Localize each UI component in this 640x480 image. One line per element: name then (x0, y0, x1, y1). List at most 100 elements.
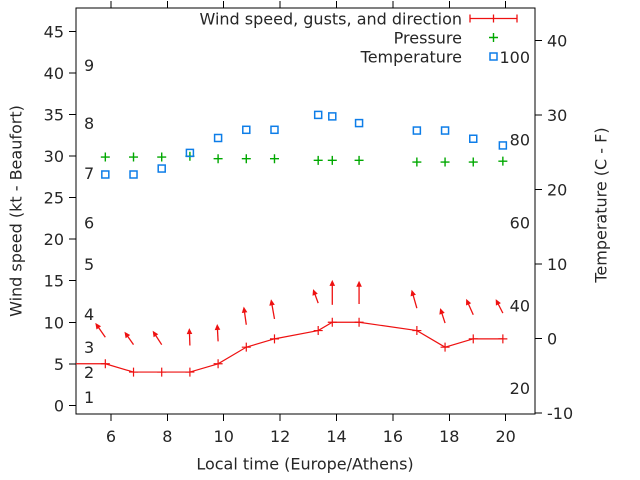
pressure-marker (269, 154, 279, 164)
beaufort-scale-label: 8 (84, 114, 94, 133)
beaufort-scale-label: 3 (84, 338, 94, 357)
wind-direction-arrow-head (410, 289, 416, 297)
beaufort-scale-label: 7 (84, 164, 94, 183)
temperature-marker (213, 133, 223, 143)
temp-axis-ticks (535, 39, 542, 414)
wind-tick-label: 0 (54, 396, 64, 415)
temperature-marker (498, 141, 508, 150)
beaufort-scale-label: 4 (84, 305, 94, 324)
pressure-marker (468, 157, 478, 167)
wind-speed-series (76, 317, 508, 377)
wind-direction-arrow-head (214, 323, 221, 331)
wind-tick-label: 5 (54, 355, 64, 374)
pressure-marker (241, 154, 251, 164)
pressure-marker (498, 156, 508, 166)
wind-speed-line (76, 321, 503, 373)
wind-speed-marker (241, 342, 251, 352)
wind-direction-arrow-head (241, 306, 248, 313)
beaufort-scale-label: 5 (84, 255, 94, 274)
pressure-marker (313, 155, 323, 165)
wind-speed-marker (313, 326, 323, 336)
legend-label-wind: Wind speed, gusts, and direction (199, 10, 462, 29)
left-axis-title: Wind speed (kt - Beaufort) (6, 105, 26, 317)
beaufort-scale-label: 9 (84, 56, 94, 75)
fahrenheit-scale-label: 60 (510, 214, 530, 233)
wind-speed-marker (498, 334, 508, 344)
fahrenheit-scale-label: 80 (510, 131, 530, 150)
wind-direction-arrow-head (466, 298, 472, 306)
wind-direction-arrow-head (124, 331, 131, 339)
wind-speed-marker (412, 326, 422, 336)
wind-tick-label: 10 (44, 313, 64, 332)
wind-speed-marker (157, 367, 167, 377)
pressure-marker (129, 152, 139, 162)
temp-celsius-tick-label: -10 (547, 404, 573, 423)
temp-celsius-tick-label: 20 (547, 180, 567, 199)
x-axis-ticks (110, 1, 507, 421)
wind-speed-marker (468, 334, 478, 344)
wind-speed-marker (327, 317, 337, 327)
fahrenheit-scale-label: 100 (499, 48, 530, 67)
temp-celsius-tick-label: 30 (547, 106, 567, 125)
wind-direction-arrow-head (152, 330, 159, 338)
fahrenheit-scale-label: 20 (510, 379, 530, 398)
wind-direction-arrow-head (95, 322, 102, 330)
temperature-marker (440, 126, 450, 135)
wind-speed-marker (129, 367, 139, 377)
wind-tick-label: 25 (44, 189, 64, 208)
pressure-marker (157, 152, 167, 162)
wind-direction-arrow-head (329, 279, 336, 286)
pressure-marker (412, 157, 422, 167)
temperature-marker (469, 134, 478, 143)
temp-celsius-tick-label: 10 (547, 255, 567, 274)
wind-tick-label: 20 (44, 230, 64, 249)
legend: Wind speed, gusts, and directionPressure… (199, 10, 518, 67)
wind-tick-label: 15 (44, 272, 64, 291)
wind-direction-arrow-head (439, 308, 445, 315)
wind-tick-label: 40 (44, 64, 64, 83)
pressure-marker (440, 157, 450, 167)
wind-axis-ticks (69, 31, 76, 406)
wind-direction-arrow-head (312, 289, 318, 296)
temperature-marker (129, 170, 138, 179)
legend-sample-wind (469, 14, 518, 23)
wind-direction-arrow-head (269, 299, 275, 306)
wind-speed-marker (213, 359, 223, 369)
x-tick-label: 16 (383, 427, 403, 446)
right-axis-title: Temperature (C - F) (591, 127, 611, 283)
wind-speed-marker (269, 334, 279, 344)
x-axis-title: Local time (Europe/Athens) (196, 454, 414, 474)
wind-tick-label: 30 (44, 147, 64, 166)
beaufort-scale-label: 2 (84, 363, 94, 382)
temperature-marker (328, 112, 337, 121)
legend-label-temperature: Temperature (360, 48, 462, 67)
temp-celsius-tick-label: 40 (547, 31, 567, 50)
x-tick-label: 10 (214, 427, 234, 446)
fahrenheit-scale-label: 40 (510, 296, 530, 315)
legend-sample-pressure (489, 33, 498, 42)
beaufort-scale-label: 6 (84, 214, 94, 233)
temp-celsius-tick-label: 0 (547, 329, 557, 348)
wind-speed-marker (354, 317, 364, 327)
temperature-marker (157, 164, 166, 173)
wind-speed-marker (440, 342, 450, 352)
temperature-marker (185, 148, 195, 158)
wind-tick-label: 45 (44, 23, 64, 42)
x-tick-label: 12 (270, 427, 290, 446)
x-tick-label: 8 (162, 427, 172, 446)
wind-direction-arrow-head (495, 299, 501, 306)
temperature-marker (242, 125, 251, 135)
temperature-marker (354, 118, 364, 128)
beaufort-scale-label: 1 (84, 388, 94, 407)
temperature-marker (412, 126, 422, 135)
x-tick-label: 14 (326, 427, 346, 446)
wind-tick-label: 35 (44, 106, 64, 125)
x-tick-label: 6 (106, 427, 116, 446)
wind-speed-marker (100, 359, 110, 369)
x-tick-label: 18 (439, 427, 459, 446)
pressure-marker (327, 155, 337, 165)
temperature-marker (313, 110, 323, 120)
pressure-marker (100, 152, 110, 162)
